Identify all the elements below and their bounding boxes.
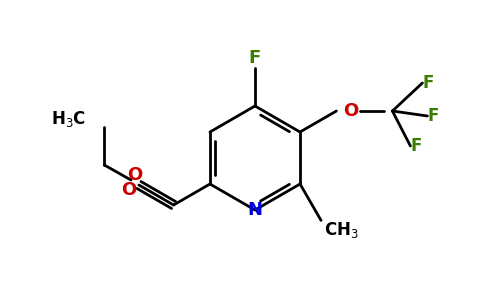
Text: H$_3$C: H$_3$C xyxy=(51,109,86,129)
Text: CH$_3$: CH$_3$ xyxy=(324,220,359,240)
Text: F: F xyxy=(249,49,261,67)
Text: F: F xyxy=(423,74,434,92)
Text: F: F xyxy=(411,137,422,155)
Text: F: F xyxy=(428,107,439,125)
Text: O: O xyxy=(343,102,358,120)
Text: O: O xyxy=(127,166,143,184)
Text: O: O xyxy=(121,181,136,199)
Text: N: N xyxy=(247,201,262,219)
